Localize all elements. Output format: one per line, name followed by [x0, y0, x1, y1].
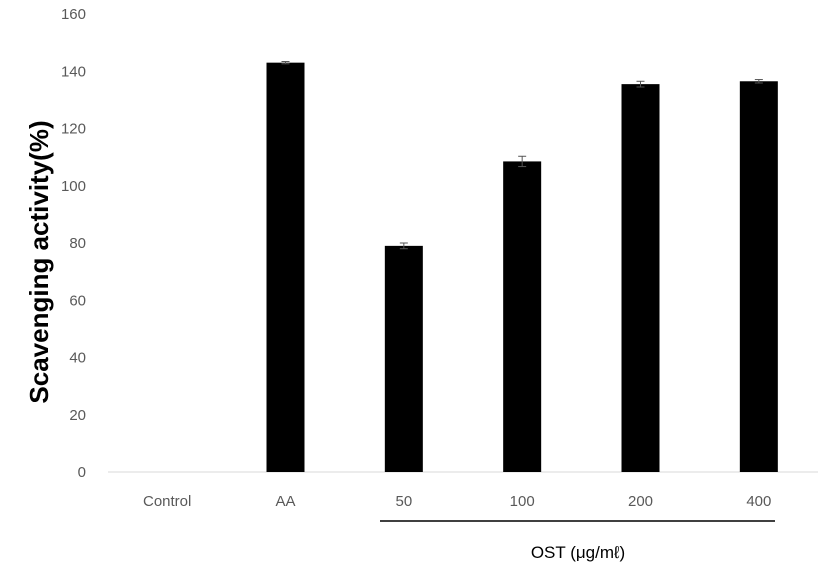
bar-200	[621, 84, 660, 472]
y-tick-label: 0	[78, 464, 86, 481]
bar-aa	[266, 62, 305, 472]
bars	[266, 62, 778, 473]
y-axis-label: Scavenging activity(%)	[24, 120, 54, 403]
x-tick-label-aa: AA	[275, 493, 295, 510]
x-tick-label-200: 200	[628, 493, 653, 510]
x-tick-label-400: 400	[746, 493, 771, 510]
y-axis-ticks: 0 20 40 60 80 100 120 140 160	[61, 6, 86, 481]
y-tick-label: 60	[69, 292, 86, 309]
ost-group-label: OST (μg/mℓ)	[531, 543, 625, 562]
error-bars	[281, 61, 763, 250]
y-tick-label: 80	[69, 235, 86, 252]
x-tick-label-100: 100	[510, 493, 535, 510]
bar-50	[384, 245, 423, 472]
y-tick-label: 140	[61, 63, 86, 80]
error-bar-200	[636, 80, 645, 88]
bar-100	[503, 161, 542, 472]
error-bar-50	[399, 242, 408, 250]
x-tick-label-50: 50	[395, 493, 412, 510]
x-tick-label-control: Control	[143, 493, 191, 510]
y-tick-label: 120	[61, 121, 86, 138]
error-bar-100	[518, 155, 527, 168]
x-axis-ticks: Control AA 50 100 200 400	[143, 493, 771, 510]
error-bar-aa	[281, 61, 290, 65]
y-tick-label: 100	[61, 178, 86, 195]
y-tick-label: 160	[61, 6, 86, 23]
y-tick-label: 20	[69, 407, 86, 424]
bar-400	[739, 81, 778, 473]
y-tick-label: 40	[69, 350, 86, 367]
error-bar-400	[754, 79, 763, 84]
